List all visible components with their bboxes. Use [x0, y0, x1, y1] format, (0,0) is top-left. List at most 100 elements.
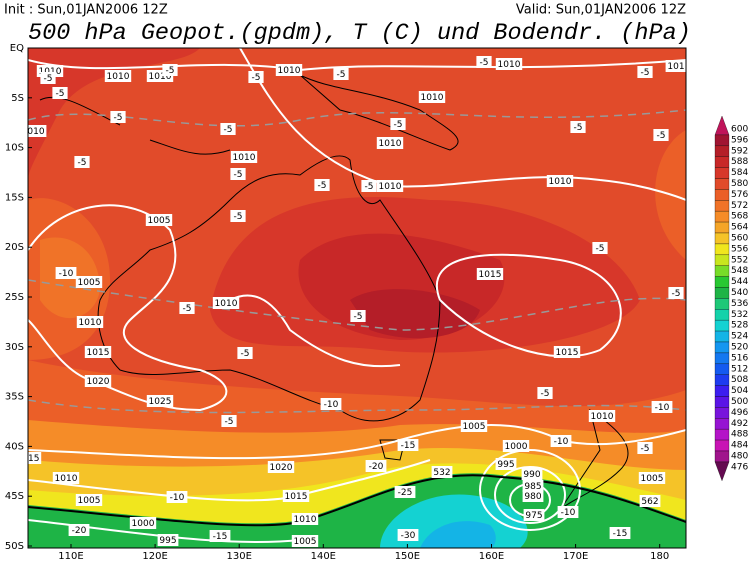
contour-label-box	[74, 156, 90, 168]
contour-label: 1005	[148, 216, 171, 226]
contour-label: 1010	[421, 93, 444, 103]
contour-label-box	[291, 535, 319, 547]
contour-label-box	[52, 87, 68, 99]
contour-label-box	[320, 398, 342, 410]
contour-label: 1005	[641, 474, 664, 484]
contour-label-box	[665, 60, 686, 72]
contour-label-box	[460, 420, 488, 432]
latitude-label: 15S	[5, 192, 24, 203]
colorbar-swatch	[714, 396, 730, 408]
map-area: 1010101010101010101010101010101010101010…	[27, 48, 686, 548]
contour-label: 1020	[270, 463, 293, 473]
latitude-label: 20S	[5, 242, 24, 253]
colorbar-swatch	[714, 145, 730, 157]
colorbar-swatch	[714, 156, 730, 168]
contour-label-box	[333, 68, 349, 80]
contour-label: 1020	[87, 377, 110, 387]
colorbar-swatch	[714, 189, 730, 201]
contour-label: -5	[574, 123, 583, 133]
colorbar-label: 488	[731, 430, 748, 440]
contour-label-box	[162, 64, 178, 76]
contour-label-box	[365, 460, 387, 472]
colorbar-swatch	[714, 363, 730, 375]
isotherm	[28, 109, 686, 414]
longitude-label: 110E	[58, 551, 83, 562]
contour-label: 1000	[132, 519, 155, 529]
longitude-label: 150E	[395, 551, 420, 562]
colorbar-swatch	[714, 320, 730, 332]
contour-label: 1010	[549, 177, 572, 187]
colorbar-swatch	[714, 211, 730, 223]
field	[420, 521, 496, 548]
contour-label: -5	[241, 349, 250, 359]
contour-label-box	[28, 125, 47, 137]
contour-label: -5	[166, 66, 175, 76]
contour-label: 1010	[498, 60, 521, 70]
contour-label: -15	[213, 532, 228, 542]
colorbar-label: 500	[731, 397, 748, 407]
contour-label: -25	[398, 488, 413, 498]
contour-label: 990	[523, 470, 540, 480]
contour-label: -5	[541, 389, 550, 399]
colorbar-label: 496	[731, 408, 748, 418]
contour-label: 1015	[285, 492, 308, 502]
contour-label-box	[146, 395, 174, 407]
colorbar-label: 576	[731, 190, 748, 200]
contour-label: 980	[524, 492, 541, 502]
contour-label-box	[557, 506, 579, 518]
contour-label: 985	[524, 482, 541, 492]
colorbar-label: 580	[731, 179, 748, 189]
contour-label-box	[495, 458, 517, 470]
contour-label-box	[522, 490, 544, 502]
latitude-label: 25S	[5, 292, 24, 303]
contour-label: -30	[401, 531, 416, 541]
colorbar-swatch	[714, 439, 730, 452]
latitude-label: 40S	[5, 441, 24, 452]
contour-label: -15	[401, 441, 416, 451]
contour-label: 1005	[78, 278, 101, 288]
colorbar-label: 520	[731, 343, 748, 353]
contour-label: -15	[613, 529, 628, 539]
latitude-label: 10S	[5, 143, 24, 154]
contour-label-box	[523, 509, 545, 521]
contour-label: 1015	[479, 270, 502, 280]
contour-label: 1010	[379, 182, 402, 192]
contour-label-box	[40, 72, 56, 84]
contour-label-box	[291, 513, 319, 525]
colorbar-swatch	[714, 167, 730, 179]
contour-label-box	[390, 118, 406, 130]
isoline-552	[28, 474, 686, 527]
colorbar-swatch	[714, 352, 730, 364]
contour-label-box	[212, 297, 240, 309]
colorbar-label: 568	[731, 212, 748, 222]
colorbar-label: 528	[731, 321, 748, 331]
contour-label-box	[553, 346, 581, 358]
contour-label-box	[68, 524, 90, 536]
contour-label: -5	[641, 444, 650, 454]
contour-label: -5	[234, 170, 243, 180]
latitude-label: 5S	[11, 93, 24, 104]
colorbar-label: 480	[731, 452, 748, 462]
map-title: 500 hPa Geopot.(gpdm), T (C) und Bodendr…	[28, 20, 691, 47]
contour-label-box	[75, 494, 103, 506]
contour-label-box	[588, 410, 616, 422]
contour-label-box	[476, 56, 492, 68]
coastline	[39, 74, 629, 511]
contour-label: 010	[27, 127, 44, 137]
contour-label: -5	[641, 68, 650, 78]
contour-label-box	[668, 287, 684, 299]
contour-label-box	[394, 486, 416, 498]
contour-label-box	[651, 401, 673, 413]
contour-label-box	[221, 415, 237, 427]
contour-label: -5	[56, 89, 65, 99]
contour-label-box	[522, 480, 544, 492]
colorbar-swatch	[714, 341, 730, 354]
contour-label-box	[376, 180, 404, 192]
colorbar-swatch	[714, 243, 730, 255]
contour-label-box	[361, 180, 377, 192]
contour-label-box	[52, 472, 80, 484]
contour-label-box	[376, 137, 404, 149]
contour-label: -5	[78, 158, 87, 168]
colorbar-label: 588	[731, 157, 748, 167]
